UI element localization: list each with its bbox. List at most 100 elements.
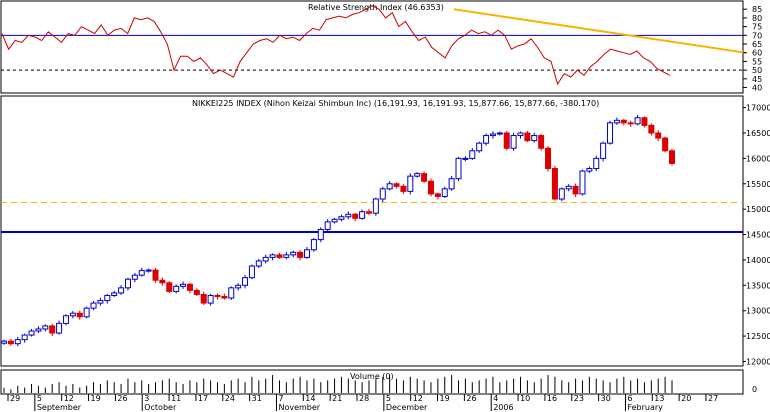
price-y-tick-label: 16000 [746,154,770,163]
rsi-y-tick-label: 55 [752,57,762,66]
x-tick-label: 26 [466,394,476,403]
candle [441,188,448,197]
candle [228,287,235,299]
rsi-series-line [1,5,671,86]
x-axis: 29 5 12 19 26 3 11 17 24 31 7 14 21 28 5 12 19 26 4 10 16 23 3… [1,393,743,412]
volume-title: Volume (0) [350,372,394,381]
candle [118,287,125,294]
rsi-y-tick-label: 40 [752,84,762,93]
candle [76,312,83,318]
candle [21,334,28,341]
candle [186,283,193,291]
candle [235,284,242,289]
candle [297,251,304,258]
month-label: September [37,403,82,412]
candle [627,122,634,125]
candle [62,315,69,324]
x-tick-label: 27 [708,394,718,403]
candle [593,157,600,170]
candle [35,328,42,332]
x-tick-label: 24 [225,394,235,403]
candle [131,274,138,280]
candle [104,294,111,302]
price-y-tick-label: 13000 [746,307,770,316]
price-y-tick-label: 12500 [746,332,770,341]
candle [152,269,159,281]
candle [496,132,503,135]
candle [489,133,496,137]
price-title: NIKKEI225 INDEX (Nihon Keizai Shimbun In… [192,99,599,108]
x-tick-label: 23 [574,394,584,403]
candle [262,256,269,262]
x-tick-label: 19 [91,394,101,403]
candle [634,117,641,125]
candle [414,173,421,177]
candle [111,292,118,296]
x-tick-label: 26 [117,394,127,403]
candle [159,279,166,284]
rsi-panel: Relative Strength Index (46.6353) 404550… [0,0,762,94]
x-tick-label: 28 [359,394,369,403]
price-y-tick-label: 12000 [746,357,770,366]
candle [49,325,56,334]
volume-y-tick-label: 0 [752,385,757,394]
x-tick-label: 29 [10,394,20,403]
candle [173,285,180,292]
candle [565,185,572,190]
candle [648,124,655,134]
x-tick-label: 20 [681,394,691,403]
candle [641,117,648,126]
price-y-tick-label: 15000 [746,205,770,214]
candle [269,254,276,258]
candle [331,218,338,223]
x-tick-label: 17 [198,394,208,403]
x-tick-label: 12 [64,394,74,403]
candle [242,277,249,286]
rsi-y-tick-label: 45 [752,75,762,84]
rsi-y-tick-label: 65 [752,40,762,49]
candle [531,135,538,142]
rsi-y-tick-label: 80 [752,14,762,23]
candle [324,221,331,230]
month-label: February [627,403,663,412]
candle [28,330,35,336]
price-y-tick-label: 16500 [746,129,770,138]
candle [214,294,221,297]
x-tick-label: 7 [278,394,283,403]
candle [359,211,366,219]
candle [462,157,469,160]
candle [56,322,63,334]
candle [421,173,428,182]
candle [469,150,476,159]
x-tick-label: 16 [547,394,557,403]
volume-panel: Volume (0) 0 [0,369,757,395]
volume-frame [0,369,744,395]
candle [434,193,441,197]
x-tick-label: 11 [171,394,181,403]
candle [69,312,76,317]
candle [393,183,400,187]
candle [338,216,345,220]
candle [200,293,207,304]
x-tick-label: 13 [654,394,664,403]
candle [372,198,379,214]
candle [510,135,517,149]
candle [379,188,386,200]
price-panel: NIKKEI225 INDEX (Nihon Keizai Shimbun In… [0,95,770,367]
candle [7,340,14,345]
x-tick-label: 3 [144,394,149,403]
x-tick-label: 14 [305,394,315,403]
candle [662,137,669,152]
x-tick-label: 4 [493,394,498,403]
candle [538,135,545,149]
candle [345,213,352,218]
candle [586,168,593,172]
candle [290,251,297,256]
x-tick-label: 5 [386,394,391,403]
candle [483,135,490,144]
candle [558,188,565,200]
candle [400,185,407,192]
candle [655,132,662,139]
candle [448,178,455,190]
